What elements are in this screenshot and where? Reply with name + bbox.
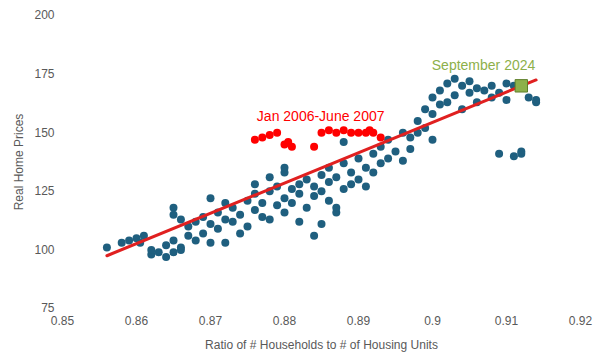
svg-text:0.91: 0.91 bbox=[495, 314, 519, 328]
svg-text:September 2024: September 2024 bbox=[432, 57, 536, 73]
svg-text:0.86: 0.86 bbox=[125, 314, 149, 328]
svg-text:0.9: 0.9 bbox=[424, 314, 441, 328]
svg-text:175: 175 bbox=[34, 67, 54, 81]
svg-text:100: 100 bbox=[34, 243, 54, 257]
svg-text:Real Home Prices: Real Home Prices bbox=[12, 114, 26, 211]
svg-text:0.92: 0.92 bbox=[569, 314, 593, 328]
svg-text:125: 125 bbox=[34, 184, 54, 198]
svg-text:200: 200 bbox=[34, 8, 54, 22]
svg-text:0.88: 0.88 bbox=[273, 314, 297, 328]
svg-text:150: 150 bbox=[34, 126, 54, 140]
svg-text:0.85: 0.85 bbox=[51, 314, 75, 328]
svg-text:Ratio of # Households to # of: Ratio of # Households to # of Housing Un… bbox=[205, 338, 438, 352]
svg-text:75: 75 bbox=[41, 301, 55, 316]
svg-text:Jan 2006-June 2007: Jan 2006-June 2007 bbox=[257, 108, 385, 124]
svg-text:0.87: 0.87 bbox=[199, 314, 223, 328]
svg-text:0.89: 0.89 bbox=[347, 314, 371, 328]
